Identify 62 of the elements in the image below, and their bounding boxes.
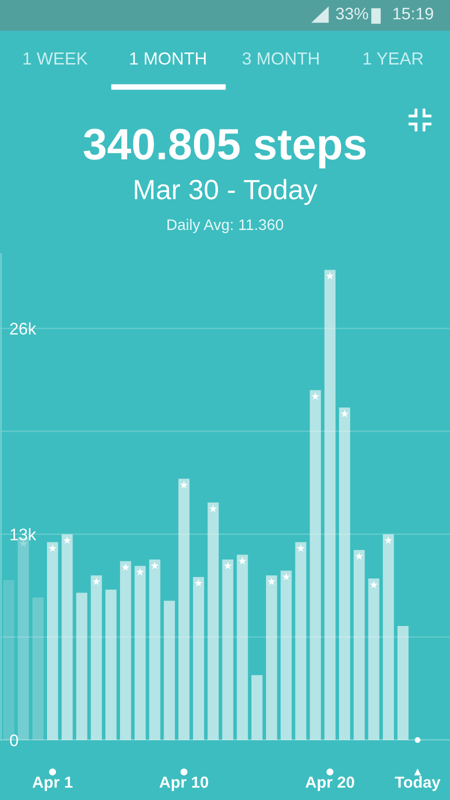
bar [324, 270, 336, 740]
point [63, 536, 72, 544]
point [384, 536, 392, 544]
y-tick-label: 26k [10, 322, 36, 335]
point [238, 556, 246, 564]
bar [354, 550, 365, 740]
point [48, 544, 57, 552]
point [150, 562, 159, 570]
point [194, 579, 203, 587]
point [340, 410, 349, 418]
bar [310, 390, 321, 740]
point [282, 572, 290, 580]
point [311, 392, 320, 400]
bar [382, 534, 394, 740]
point [209, 504, 218, 512]
point [224, 562, 232, 570]
bar [266, 575, 278, 740]
point [370, 580, 378, 588]
text: 1 WEEK [24, 52, 88, 64]
point [92, 578, 100, 586]
bar [90, 575, 102, 740]
y-tick-label: 0 [10, 734, 18, 746]
bar [76, 592, 88, 740]
text: 33% [336, 8, 368, 20]
bar [134, 566, 146, 740]
bar [105, 590, 116, 740]
point [180, 480, 188, 488]
point [326, 272, 334, 280]
point [136, 568, 144, 576]
bar [251, 675, 263, 740]
bar [46, 542, 58, 740]
y-tick-label: 13k [10, 528, 36, 540]
chart-title: 340.805 steps [84, 128, 366, 168]
bar [280, 570, 292, 740]
point [355, 552, 364, 560]
bar [32, 598, 44, 740]
text: 1 MONTH [130, 52, 206, 65]
bar [164, 600, 175, 740]
x-tick-label: Apr 1 [32, 776, 73, 791]
x-tick-label: Apr 10 [160, 776, 208, 791]
point [122, 563, 130, 571]
bar [62, 534, 73, 740]
bar [368, 578, 380, 740]
text: Daily Avg: 11.360 [168, 218, 284, 234]
bar [193, 576, 204, 740]
chart-subtitle: Mar 30 - Today [134, 179, 318, 205]
bar [178, 478, 190, 740]
point [296, 544, 305, 552]
bar [208, 502, 219, 740]
bar [149, 560, 160, 740]
bar [222, 560, 234, 740]
x-tick-label: Apr 20 [306, 776, 354, 791]
text: 1 YEAR [364, 52, 423, 64]
bar [339, 408, 350, 740]
point [268, 578, 276, 586]
x-tick-label: Today [394, 776, 440, 791]
bar [295, 542, 306, 740]
text: 15:19 [393, 8, 434, 20]
bar [120, 561, 132, 740]
bar [236, 554, 248, 740]
bar [397, 626, 409, 740]
text: 3 MONTH [242, 52, 319, 65]
